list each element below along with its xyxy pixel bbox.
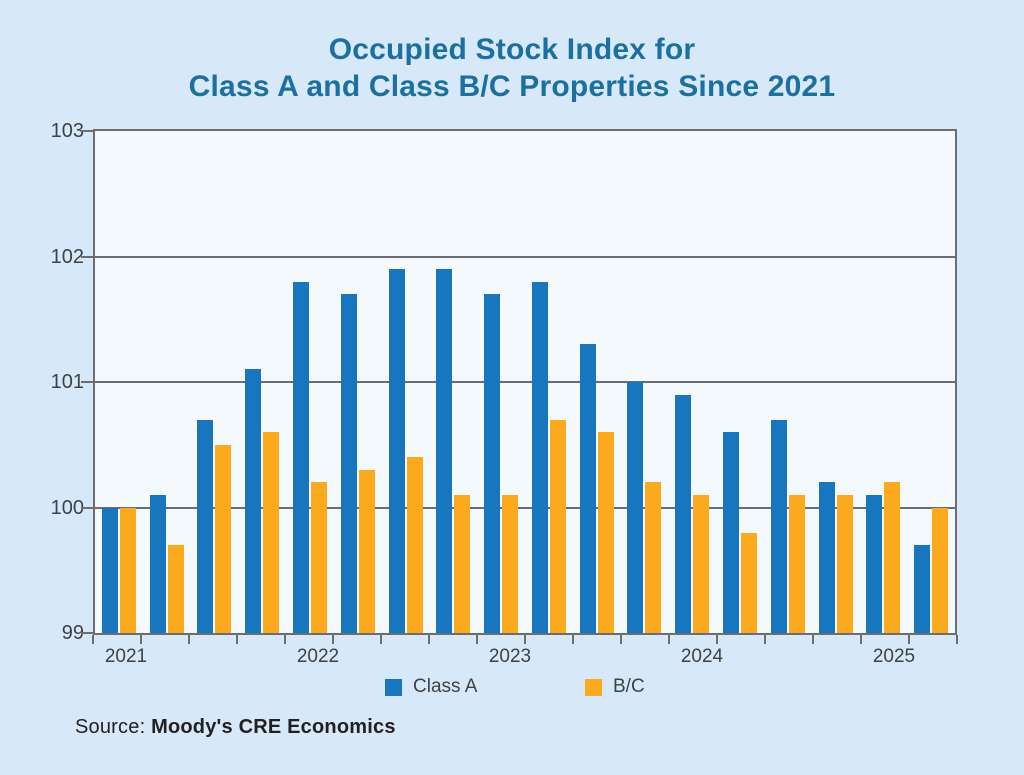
x-tick-mark-6 — [380, 635, 382, 644]
x-tick-label-2024: 2024 — [680, 646, 724, 667]
y-tick-label-99: 99 — [61, 622, 84, 644]
chart-title: Occupied Stock Index for Class A and Cla… — [0, 31, 1024, 105]
bar-class-a-2024-q1 — [675, 394, 692, 633]
bar-bc-2022-q3 — [406, 457, 423, 633]
x-tick-mark-10 — [572, 635, 574, 644]
x-tick-mark-14 — [764, 635, 766, 644]
y-tick-mark-103 — [81, 130, 93, 132]
x-tick-label-2022: 2022 — [296, 646, 340, 667]
y-tick-mark-99 — [81, 632, 93, 634]
y-tick-label-100: 100 — [50, 496, 84, 519]
bar-bc-2023-q4 — [645, 482, 662, 633]
y-tick-label-102: 102 — [50, 245, 84, 268]
bar-class-a-2023-q3 — [579, 344, 596, 633]
gridline-102 — [95, 255, 955, 258]
bar-bc-2024-q3 — [788, 494, 805, 633]
class-a-swatch-icon — [385, 678, 402, 696]
bar-bc-2024-q2 — [741, 532, 757, 633]
bar-bc-2024-q4 — [836, 494, 853, 633]
gridline-101 — [95, 381, 955, 383]
bar-class-a-2023-q4 — [627, 382, 644, 633]
chart-title-line2: Class A and Class B/C Properties Since 2… — [188, 70, 836, 103]
y-tick-mark-102 — [81, 255, 93, 258]
source-prefix: Source: — [75, 716, 152, 738]
source-line: Source: Moody's CRE Economics — [75, 716, 396, 739]
bar-class-a-2021-q3 — [197, 419, 214, 633]
bar-bc-2025-q2 — [932, 507, 949, 633]
bar-bc-2021-q3 — [215, 444, 232, 633]
bar-class-a-2024-q4 — [818, 482, 835, 633]
bar-class-a-2024-q2 — [723, 432, 739, 633]
bar-class-a-2021-q4 — [245, 369, 262, 633]
bar-bc-2022-q1 — [311, 482, 327, 633]
legend-label-class-a: Class A — [413, 676, 478, 697]
x-tick-mark-3 — [236, 635, 238, 644]
bar-class-a-2022-q3 — [388, 269, 405, 633]
x-tick-mark-8 — [476, 635, 478, 644]
y-tick-label-101: 101 — [50, 371, 84, 393]
x-tick-mark-18 — [956, 635, 958, 644]
x-tick-label-2021: 2021 — [104, 646, 148, 667]
bar-class-a-2022-q2 — [340, 294, 357, 633]
bar-class-a-2021-q1 — [101, 507, 118, 633]
y-tick-label-103: 103 — [50, 120, 84, 142]
x-tick-mark-16 — [860, 635, 862, 644]
legend-label-bc: B/C — [613, 676, 645, 697]
source-name: Moody's CRE Economics — [151, 716, 396, 738]
legend-item-bc: B/C — [585, 676, 645, 698]
y-tick-mark-101 — [81, 381, 93, 383]
x-tick-label-2023: 2023 — [488, 646, 532, 667]
bar-bc-2021-q2 — [167, 545, 184, 633]
x-tick-mark-17 — [908, 635, 910, 644]
bar-bc-2025-q1 — [884, 482, 901, 633]
x-tick-mark-2 — [188, 635, 190, 644]
chart-title-line1: Occupied Stock Index for — [328, 33, 696, 66]
bar-class-a-2023-q1 — [484, 294, 501, 633]
bar-bc-2022-q4 — [454, 494, 471, 633]
legend-item-class-a: Class A — [385, 676, 477, 698]
bar-class-a-2022-q4 — [436, 269, 453, 633]
bar-class-a-2022-q1 — [293, 281, 309, 633]
bar-class-a-2024-q3 — [770, 419, 787, 633]
bar-bc-2021-q1 — [119, 507, 136, 633]
bar-class-a-2023-q2 — [531, 281, 548, 633]
bar-bc-2021-q4 — [263, 432, 280, 633]
x-tick-mark-12 — [668, 635, 670, 644]
x-tick-mark-4 — [284, 635, 286, 644]
bar-class-a-2021-q2 — [149, 494, 166, 633]
x-tick-mark-9 — [524, 635, 526, 644]
x-tick-mark-15 — [812, 635, 814, 644]
gridline-100 — [95, 506, 955, 509]
bar-bc-2024-q1 — [693, 494, 710, 633]
x-tick-mark-0 — [92, 635, 94, 644]
x-tick-mark-5 — [332, 635, 334, 644]
plot-area — [93, 129, 957, 635]
x-tick-mark-1 — [140, 635, 142, 644]
bar-class-a-2025-q1 — [866, 494, 883, 633]
bar-class-a-2025-q2 — [914, 545, 931, 633]
bar-bc-2023-q2 — [549, 419, 566, 633]
bc-swatch-icon — [585, 678, 602, 696]
bar-bc-2023-q3 — [597, 432, 614, 633]
x-tick-mark-13 — [716, 635, 718, 644]
x-tick-mark-11 — [620, 635, 622, 644]
bar-bc-2022-q2 — [358, 469, 375, 633]
x-tick-label-2025: 2025 — [872, 646, 916, 667]
x-tick-mark-7 — [428, 635, 430, 644]
y-tick-mark-100 — [81, 506, 93, 509]
bar-bc-2023-q1 — [502, 494, 519, 633]
